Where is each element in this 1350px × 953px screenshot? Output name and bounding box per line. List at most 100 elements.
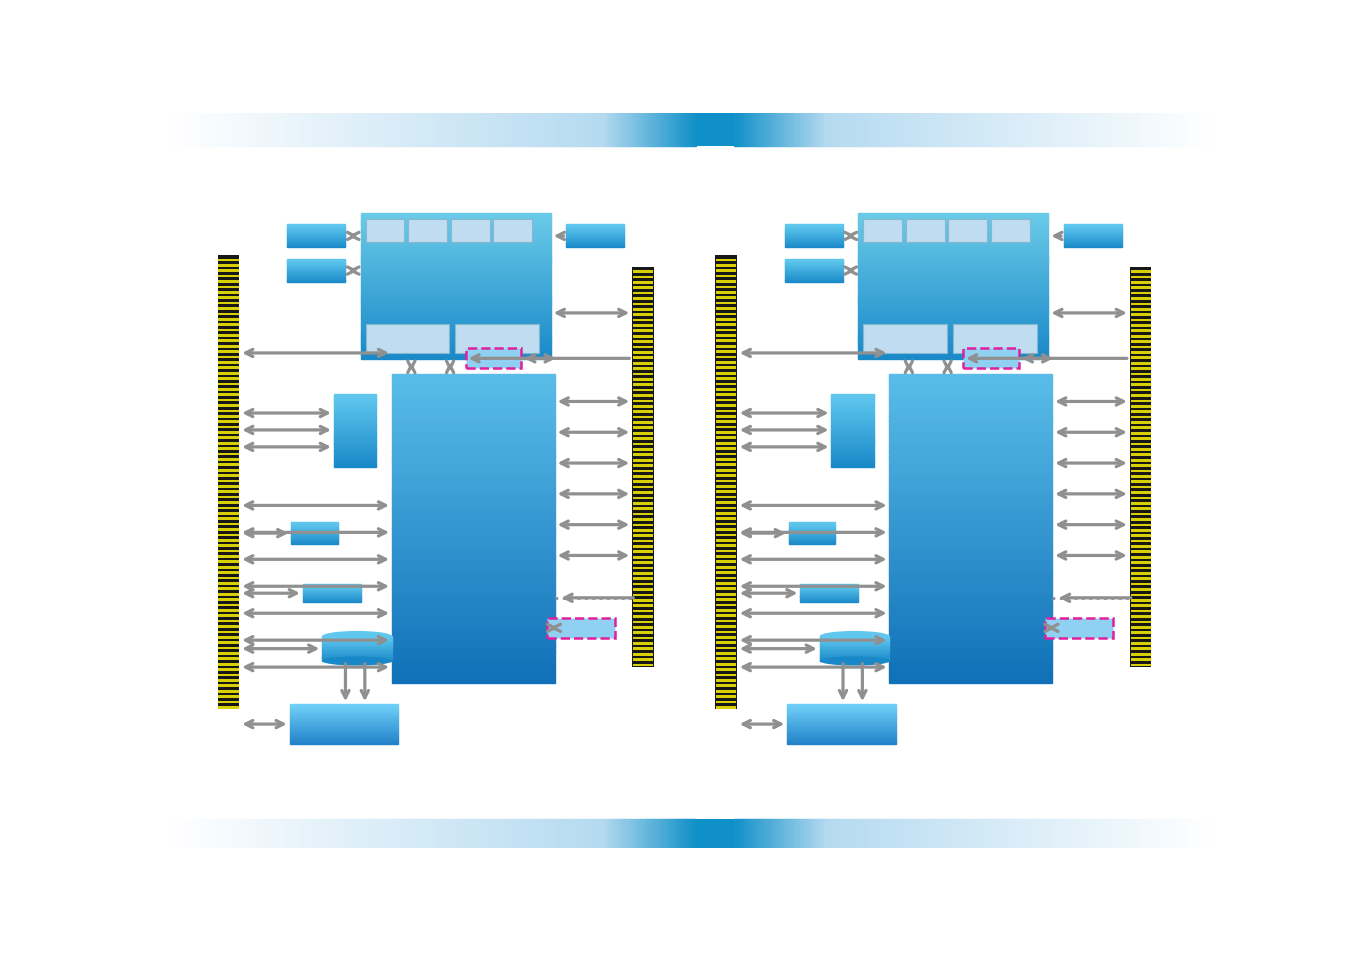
Bar bbox=[219, 302, 239, 305]
Bar bbox=[266, 114, 273, 147]
Bar bbox=[801, 590, 859, 592]
Bar bbox=[633, 616, 653, 618]
Bar bbox=[1089, 114, 1095, 147]
Bar bbox=[890, 380, 1052, 385]
Bar bbox=[1103, 114, 1108, 147]
Bar bbox=[890, 672, 1052, 678]
Bar bbox=[784, 234, 842, 236]
Bar bbox=[1103, 819, 1108, 848]
Bar bbox=[633, 470, 653, 473]
Bar bbox=[392, 416, 555, 421]
Bar bbox=[532, 114, 539, 147]
Bar bbox=[890, 575, 1052, 580]
Bar bbox=[333, 412, 377, 415]
Bar bbox=[787, 714, 895, 717]
Bar bbox=[219, 469, 239, 472]
Bar bbox=[1130, 325, 1150, 328]
Bar bbox=[859, 345, 1049, 348]
Bar bbox=[219, 292, 239, 294]
Bar bbox=[1056, 114, 1060, 147]
Bar bbox=[302, 588, 360, 590]
Bar bbox=[716, 604, 736, 607]
Bar bbox=[1099, 819, 1104, 848]
Bar bbox=[1060, 114, 1065, 147]
Bar bbox=[832, 415, 873, 417]
Bar bbox=[828, 114, 833, 147]
Bar bbox=[1089, 819, 1095, 848]
Bar bbox=[602, 819, 606, 848]
Bar bbox=[360, 318, 551, 322]
Bar bbox=[333, 409, 377, 412]
Bar bbox=[787, 716, 895, 719]
Bar bbox=[1172, 114, 1177, 147]
Bar bbox=[859, 274, 1049, 278]
Bar bbox=[1064, 240, 1122, 242]
Bar bbox=[212, 114, 217, 147]
Bar bbox=[910, 114, 915, 147]
Bar bbox=[219, 674, 239, 677]
Bar bbox=[859, 324, 1049, 328]
Bar bbox=[392, 385, 555, 391]
Bar bbox=[1031, 114, 1037, 147]
Bar bbox=[392, 432, 555, 436]
Bar bbox=[1130, 481, 1150, 483]
Bar bbox=[1130, 470, 1150, 473]
Bar bbox=[846, 114, 852, 147]
Bar bbox=[413, 819, 418, 848]
Bar bbox=[633, 637, 653, 639]
Bar bbox=[628, 819, 630, 848]
Bar bbox=[360, 304, 551, 307]
Bar bbox=[392, 114, 397, 147]
Bar bbox=[968, 819, 973, 848]
Bar bbox=[392, 662, 555, 667]
Bar bbox=[333, 397, 377, 400]
Bar bbox=[219, 308, 239, 311]
Bar bbox=[1114, 114, 1119, 147]
Bar bbox=[290, 708, 398, 710]
Bar bbox=[716, 383, 736, 386]
Bar bbox=[871, 114, 876, 147]
Bar bbox=[472, 819, 478, 848]
Ellipse shape bbox=[819, 631, 890, 642]
Bar bbox=[1075, 819, 1080, 848]
Bar bbox=[983, 819, 988, 848]
Bar bbox=[973, 114, 977, 147]
Bar bbox=[537, 114, 544, 147]
Bar bbox=[1130, 535, 1150, 537]
Bar bbox=[890, 508, 1052, 514]
Bar bbox=[1123, 114, 1129, 147]
Bar bbox=[1050, 819, 1056, 848]
Bar bbox=[323, 655, 391, 657]
Bar bbox=[859, 260, 1049, 263]
Bar bbox=[747, 114, 751, 147]
Bar bbox=[1130, 411, 1150, 414]
Bar bbox=[1031, 819, 1037, 848]
Bar bbox=[360, 263, 551, 266]
Bar bbox=[602, 114, 606, 147]
Bar bbox=[1157, 114, 1162, 147]
Bar bbox=[566, 227, 625, 228]
Bar bbox=[1069, 114, 1075, 147]
Bar bbox=[343, 114, 348, 147]
Bar bbox=[1162, 819, 1166, 848]
Bar bbox=[360, 298, 551, 301]
Bar bbox=[678, 819, 680, 848]
Bar bbox=[219, 448, 239, 451]
Bar bbox=[1021, 819, 1026, 848]
Bar bbox=[788, 532, 836, 534]
Bar bbox=[734, 819, 738, 848]
Bar bbox=[633, 357, 653, 359]
Bar bbox=[392, 539, 555, 544]
Bar bbox=[418, 114, 424, 147]
Bar bbox=[288, 281, 346, 283]
Bar bbox=[784, 114, 787, 147]
Bar bbox=[219, 513, 239, 516]
Bar bbox=[609, 819, 613, 848]
Bar bbox=[659, 114, 662, 147]
Bar bbox=[716, 377, 736, 380]
Bar bbox=[890, 590, 1052, 596]
Bar bbox=[716, 513, 736, 516]
Bar bbox=[716, 373, 736, 375]
Bar bbox=[360, 287, 551, 290]
Bar bbox=[219, 389, 239, 392]
